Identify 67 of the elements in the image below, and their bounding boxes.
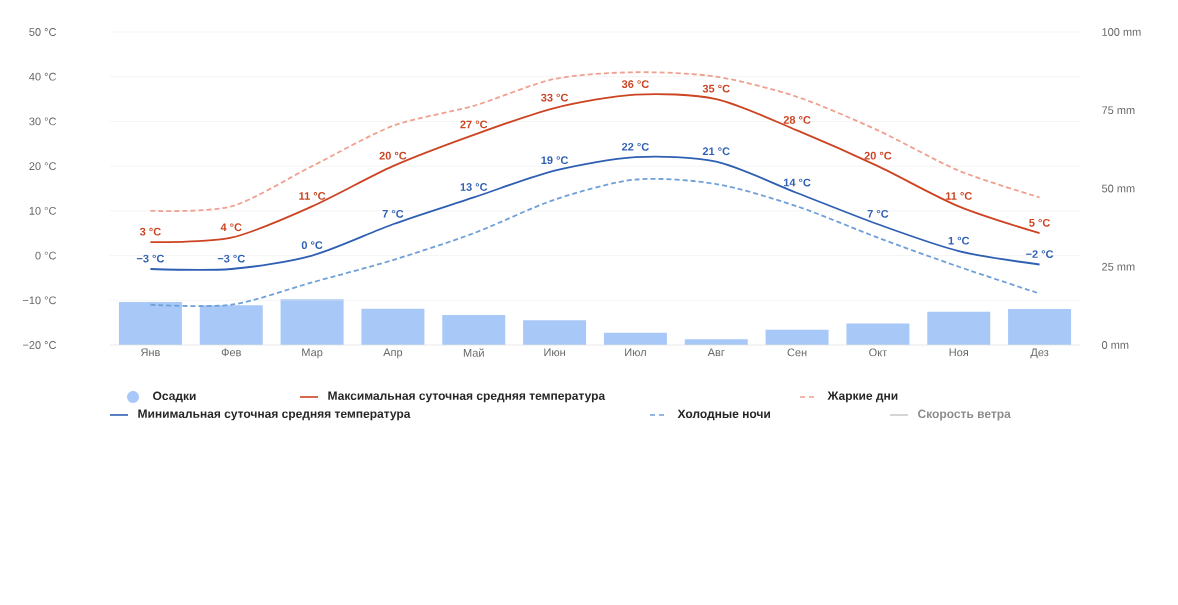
bar bbox=[280, 299, 344, 345]
data-label: 0 °C bbox=[301, 241, 323, 250]
legend-label: Холодные ночи bbox=[677, 409, 770, 421]
bar bbox=[603, 332, 667, 345]
x-tick-label: Авг bbox=[707, 348, 725, 357]
data-label: −2 °C bbox=[1026, 250, 1054, 258]
bar bbox=[118, 302, 182, 345]
data-label: 1 °C bbox=[948, 236, 970, 245]
data-label: 28 °C bbox=[783, 116, 811, 124]
x-tick-label: Мар bbox=[302, 348, 323, 359]
data-label: 4 °C bbox=[220, 223, 242, 232]
data-label: 11 °C bbox=[299, 192, 326, 200]
data-label: −3 °C bbox=[217, 254, 245, 263]
y2-tick-label: 0 mm bbox=[1101, 341, 1129, 349]
x-tick-label: Июл bbox=[625, 348, 646, 357]
data-label: 14 °C bbox=[783, 178, 811, 187]
bar bbox=[846, 323, 910, 345]
x-tick-label: Апр bbox=[383, 348, 403, 359]
bar bbox=[361, 308, 425, 345]
legend-label: Осадки bbox=[153, 391, 196, 403]
data-label: 20 °C bbox=[864, 151, 892, 160]
legend-label: Жаркие дни bbox=[827, 391, 898, 403]
data-label: 20 °C bbox=[379, 151, 407, 160]
y2-tick-label: 75 mm bbox=[1102, 106, 1135, 115]
bar bbox=[765, 329, 829, 345]
data-label: 19 °C bbox=[541, 156, 569, 165]
data-label: 36 °C bbox=[621, 80, 649, 89]
bar bbox=[927, 311, 991, 345]
y-tick-label: 10 °C bbox=[29, 206, 57, 215]
data-label: 5 °C bbox=[1029, 218, 1051, 227]
bar bbox=[1008, 308, 1072, 345]
legend-label: Максимальная суточная средняя температура bbox=[328, 391, 606, 403]
bar bbox=[442, 314, 506, 345]
bar bbox=[523, 320, 587, 345]
y2-tick-label: 50 mm bbox=[1101, 184, 1135, 193]
y-tick-label: −20 °C bbox=[22, 341, 57, 349]
x-tick-label: Янв bbox=[141, 348, 160, 357]
y-tick-label: 50 °C bbox=[29, 28, 57, 36]
y-tick-label: 20 °C bbox=[29, 162, 57, 171]
data-label: 13 °C bbox=[460, 183, 488, 191]
data-label: 33 °C bbox=[541, 93, 569, 102]
y-tick-label: 40 °C bbox=[29, 72, 57, 81]
line-series bbox=[149, 71, 1041, 212]
data-label: 35 °C bbox=[702, 84, 730, 93]
data-label: 22 °C bbox=[621, 142, 649, 151]
data-label: −3 °C bbox=[136, 254, 165, 263]
x-tick-label: Июн bbox=[544, 348, 565, 357]
x-tick-label: Сен bbox=[787, 348, 807, 357]
legend-label: Минимальная суточная средняя температура bbox=[138, 409, 411, 421]
data-label: 27 °C bbox=[460, 120, 488, 129]
bar bbox=[199, 305, 263, 345]
data-label: 21 °C bbox=[702, 147, 730, 156]
x-tick-label: Дез bbox=[1030, 348, 1049, 359]
data-label: 3 °C bbox=[139, 227, 161, 236]
data-label: 11 °C bbox=[945, 192, 972, 200]
x-tick-label: Окт bbox=[869, 348, 887, 357]
y-tick-label: −10 °C bbox=[22, 296, 57, 305]
y-tick-label: 0 °C bbox=[35, 251, 57, 260]
y2-tick-label: 100 mm bbox=[1102, 28, 1141, 36]
x-tick-label: Май bbox=[463, 348, 484, 357]
data-label: 7 °C bbox=[867, 209, 889, 218]
y2-tick-label: 25 mm bbox=[1102, 262, 1135, 271]
x-tick-label: Ноя bbox=[949, 348, 968, 357]
y-tick-label: 30 °C bbox=[29, 117, 57, 126]
legend-label: Скорость ветра bbox=[918, 409, 1011, 421]
data-label: 7 °C bbox=[382, 209, 404, 218]
x-tick-label: Фев bbox=[221, 348, 241, 357]
